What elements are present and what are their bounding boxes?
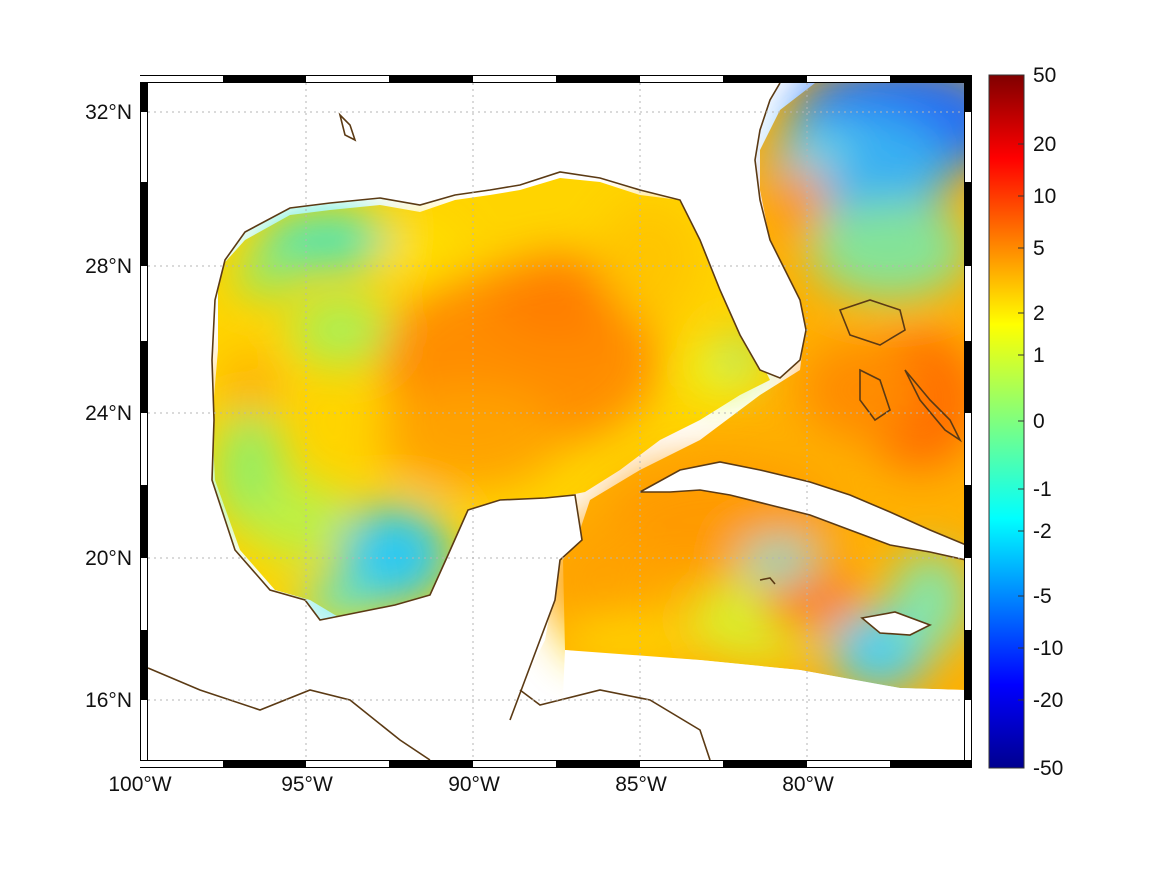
land-yucatan (420, 500, 710, 760)
colorbar-tick-label: 5 (1033, 237, 1045, 260)
lat-label-32n: 32°N (85, 101, 132, 124)
no-data-south (560, 650, 964, 760)
lat-label-20n: 20°N (85, 547, 132, 570)
colorbar-tick-label: -1 (1033, 478, 1052, 501)
colorbar-tick-label: 0 (1033, 410, 1045, 433)
latitude-labels: 32°N 28°N 24°N 20°N 16°N (85, 101, 132, 712)
lat-label-16n: 16°N (85, 689, 132, 712)
graticule (148, 83, 964, 760)
lat-label-24n: 24°N (85, 402, 132, 425)
colorbar-tick-label: 50 (1033, 64, 1056, 87)
land-cuba (640, 462, 964, 560)
land-areas (148, 83, 964, 760)
lon-label-80w: 80°W (782, 773, 834, 796)
colorbar-tick-label: 2 (1033, 302, 1045, 325)
lon-label-100w: 100°W (108, 773, 171, 796)
lat-label-28n: 28°N (85, 255, 132, 278)
colorbar-tick-label: 20 (1033, 133, 1056, 156)
lon-label-85w: 85°W (615, 773, 667, 796)
colorbar-tick-label: -20 (1033, 689, 1063, 712)
colorbar-tick-label: -10 (1033, 637, 1063, 660)
colorbar-tick-label: -5 (1033, 585, 1052, 608)
lon-label-90w: 90°W (448, 773, 500, 796)
colorbar-tick-label: -2 (1033, 520, 1052, 543)
data-field (148, 83, 964, 760)
land-jamaica (862, 612, 930, 635)
colorbar-tick-label: 1 (1033, 344, 1045, 367)
longitude-labels: 100°W 95°W 90°W 85°W 80°W (108, 773, 834, 796)
colorbar-tick-label: 10 (1033, 185, 1056, 208)
lon-label-95w: 95°W (281, 773, 333, 796)
coastlines (148, 83, 964, 760)
colorbar-tick-label: -50 (1033, 757, 1063, 780)
